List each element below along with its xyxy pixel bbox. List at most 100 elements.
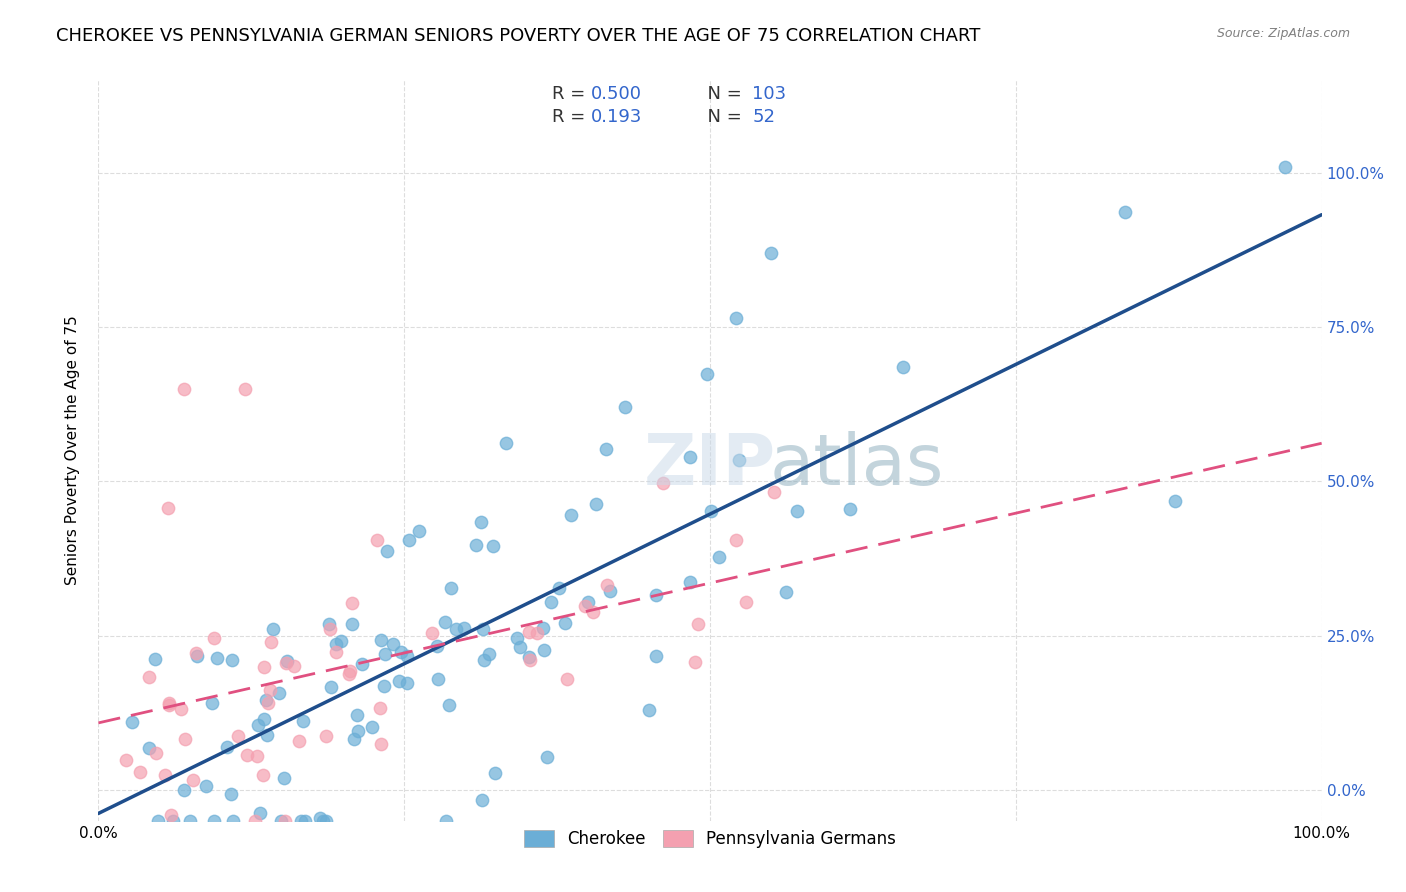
- Cherokee: [709, 549, 731, 564]
- Cherokee: [254, 692, 277, 706]
- Cherokee: [891, 359, 914, 374]
- Cherokee: [221, 653, 243, 667]
- Cherokee: [270, 814, 292, 828]
- Cherokee: [194, 779, 217, 793]
- Cherokee: [343, 731, 366, 746]
- Cherokee: [536, 749, 558, 764]
- Cherokee: [370, 632, 392, 647]
- Cherokee: [470, 516, 492, 530]
- Cherokee: [595, 442, 617, 456]
- Cherokee: [644, 648, 666, 663]
- Cherokee: [352, 657, 374, 671]
- Cherokee: [121, 714, 143, 729]
- Pennsylvania Germans: [526, 625, 548, 640]
- Pennsylvania Germans: [683, 655, 706, 669]
- Pennsylvania Germans: [170, 702, 193, 716]
- Cherokee: [464, 538, 486, 552]
- Pennsylvania Germans: [246, 749, 269, 764]
- Cherokee: [292, 714, 315, 728]
- Pennsylvania Germans: [157, 698, 180, 713]
- Pennsylvania Germans: [339, 664, 361, 678]
- Pennsylvania Germans: [325, 644, 347, 658]
- Legend: Cherokee, Pennsylvania Germans: Cherokee, Pennsylvania Germans: [516, 822, 904, 856]
- Pennsylvania Germans: [157, 696, 180, 710]
- Cherokee: [162, 814, 184, 828]
- Pennsylvania Germans: [555, 672, 578, 686]
- Cherokee: [408, 524, 430, 538]
- Pennsylvania Germans: [129, 765, 152, 780]
- Cherokee: [347, 723, 370, 738]
- Pennsylvania Germans: [257, 696, 280, 710]
- Text: 103: 103: [752, 85, 786, 103]
- Cherokee: [395, 648, 418, 663]
- Cherokee: [1114, 204, 1136, 219]
- Cherokee: [614, 401, 637, 415]
- Cherokee: [253, 712, 276, 726]
- Cherokee: [309, 811, 332, 825]
- Pennsylvania Germans: [174, 732, 197, 747]
- Cherokee: [262, 622, 284, 636]
- Cherokee: [173, 782, 195, 797]
- Pennsylvania Germans: [688, 616, 710, 631]
- Text: N =: N =: [696, 108, 748, 126]
- Cherokee: [375, 544, 398, 558]
- Pennsylvania Germans: [259, 682, 281, 697]
- Cherokee: [325, 637, 347, 651]
- Pennsylvania Germans: [517, 624, 540, 639]
- Cherokee: [1163, 494, 1185, 508]
- Cherokee: [202, 814, 225, 828]
- Pennsylvania Germans: [253, 660, 276, 674]
- Cherokee: [219, 787, 242, 801]
- Cherokee: [389, 645, 412, 659]
- Cherokee: [472, 653, 495, 667]
- Pennsylvania Germans: [156, 501, 179, 516]
- Cherokee: [381, 637, 404, 651]
- Pennsylvania Germans: [342, 596, 364, 610]
- Pennsylvania Germans: [315, 729, 337, 743]
- Pennsylvania Germans: [581, 606, 603, 620]
- Pennsylvania Germans: [519, 653, 541, 667]
- Cherokee: [471, 622, 494, 636]
- Cherokee: [495, 436, 517, 450]
- Pennsylvania Germans: [181, 773, 204, 788]
- Cherokee: [506, 631, 529, 645]
- Cherokee: [426, 672, 449, 686]
- Pennsylvania Germans: [115, 753, 138, 767]
- Pennsylvania Germans: [366, 533, 388, 548]
- Cherokee: [388, 673, 411, 688]
- Cherokee: [839, 502, 862, 516]
- Cherokee: [484, 765, 506, 780]
- Cherokee: [679, 450, 702, 464]
- Cherokee: [585, 497, 607, 511]
- Cherokee: [398, 533, 420, 547]
- Text: Source: ZipAtlas.com: Source: ZipAtlas.com: [1216, 27, 1350, 40]
- Cherokee: [312, 814, 335, 828]
- Cherokee: [517, 649, 540, 664]
- Cherokee: [329, 634, 352, 648]
- Cherokee: [531, 621, 554, 635]
- Cherokee: [1274, 160, 1296, 174]
- Cherokee: [342, 616, 364, 631]
- Cherokee: [290, 814, 312, 828]
- Cherokee: [395, 676, 418, 690]
- Pennsylvania Germans: [288, 733, 311, 747]
- Cherokee: [533, 642, 555, 657]
- Cherokee: [645, 589, 668, 603]
- Cherokee: [217, 739, 239, 754]
- Pennsylvania Germans: [226, 729, 249, 743]
- Text: R =: R =: [551, 85, 591, 103]
- Pennsylvania Germans: [274, 814, 297, 828]
- Pennsylvania Germans: [595, 577, 617, 591]
- Cherokee: [276, 654, 298, 668]
- Pennsylvania Germans: [233, 382, 256, 396]
- Pennsylvania Germans: [337, 666, 360, 681]
- Pennsylvania Germans: [236, 748, 259, 763]
- Pennsylvania Germans: [370, 737, 392, 751]
- Pennsylvania Germans: [245, 814, 267, 828]
- Pennsylvania Germans: [319, 622, 342, 636]
- Cherokee: [256, 727, 278, 741]
- Cherokee: [207, 651, 229, 665]
- Cherokee: [637, 703, 659, 717]
- Pennsylvania Germans: [283, 659, 305, 673]
- Pennsylvania Germans: [574, 599, 596, 614]
